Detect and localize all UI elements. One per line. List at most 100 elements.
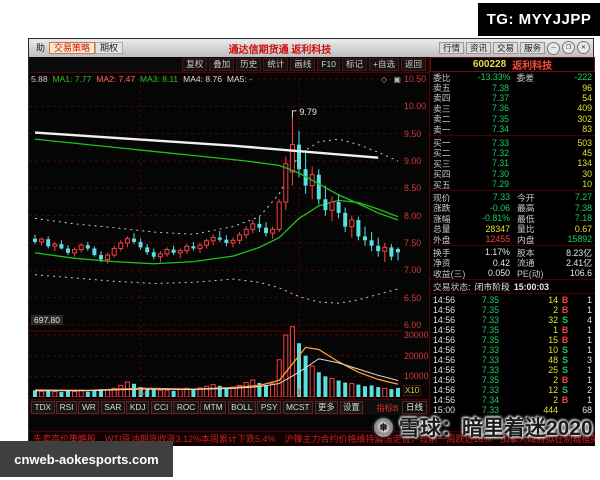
menu-right-3[interactable]: 服务 (519, 41, 545, 54)
quote-row-1: 涨跌 -0.06 最高 7.38 (430, 203, 595, 214)
kline-chart[interactable]: 9.79 (29, 73, 402, 397)
menu-right-1[interactable]: 资讯 (465, 41, 491, 54)
financial-rows: 换手 1.17% 股本 8.23亿 净资 0.42 流通 2.41亿 收益(三) 0.050 PE(… (430, 247, 595, 278)
minimize-button[interactable]: ─ (547, 41, 560, 55)
tool-item-6[interactable]: 标记 (342, 58, 368, 71)
period-selector[interactable]: 日线 (401, 401, 427, 414)
close-button[interactable]: ✕ (577, 41, 590, 55)
tool-item-8[interactable]: 返回 (400, 58, 426, 71)
field-value: 0.050 (487, 268, 510, 279)
volume-bar (270, 383, 276, 397)
tick-flag: S (562, 345, 568, 356)
field-label: PE(动) (517, 268, 544, 279)
tick-list: 14:56 7.35 14 B 1 14:56 7.35 2 B 1 14:56 7.33 32 S 4 14… (430, 295, 595, 415)
tool-item-3[interactable]: 统计 (263, 58, 289, 71)
tab-wr[interactable]: WR (78, 401, 100, 414)
stock-header: 600228 返利科技 (430, 57, 595, 72)
candle-body (85, 245, 90, 249)
bid-row-0[interactable]: 买一 7.33 503 (430, 137, 595, 149)
tab-mtm[interactable]: MTM (200, 401, 227, 414)
tick-price: 7.33 (481, 355, 499, 366)
volume-bar (33, 390, 37, 397)
ask-row-0[interactable]: 卖五 7.38 96 (430, 82, 595, 94)
field-value: 7.18 (574, 213, 592, 224)
field-label: 最低 (517, 213, 535, 224)
tab-设置[interactable]: 设置 (339, 401, 364, 414)
field-value: 0.67 (574, 223, 592, 234)
candle-body (111, 247, 117, 256)
tick-time: 14:56 (433, 375, 456, 386)
ask-row-1[interactable]: 卖四 7.37 54 (430, 92, 595, 104)
tool-item-2[interactable]: 历史 (236, 58, 262, 71)
trade-status-time: 15:00:03 (513, 281, 550, 292)
candle-body (177, 250, 183, 254)
field-value: -0.81% (482, 213, 510, 224)
field-value: 7.33 (492, 192, 510, 203)
quote-rows: 现价 7.33 今开 7.27 涨跌 -0.06 最高 7.38 涨幅 -0.81% 最低 7.18 总… (430, 192, 595, 244)
tick-flag: B (561, 325, 569, 336)
bid-rows: 买一 7.33 503 买二 7.32 45 买三 7.31 134 买四 7.30 30 买五 7.29… (430, 137, 595, 190)
menu-right-2[interactable]: 交易 (492, 41, 518, 54)
ask-row-2[interactable]: 卖三 7.36 409 (430, 103, 595, 114)
volume-indicator-value: 697.80 (31, 315, 63, 325)
tool-item-0[interactable]: 复权 (182, 58, 208, 71)
tab-roc[interactable]: ROC (173, 401, 199, 414)
field-label: 换手 (433, 247, 451, 258)
bollinger-lower-band (34, 274, 399, 304)
ask-volume: 54 (582, 92, 592, 103)
tick-count: 3 (587, 355, 592, 366)
volume-bar (343, 382, 348, 397)
volume-bar (118, 384, 124, 397)
ask-row-3[interactable]: 卖二 7.35 302 (430, 114, 595, 125)
fin-row-2: 收益(三) 0.050 PE(动) 106.6 (430, 268, 595, 279)
volume-bar (369, 385, 374, 397)
candle-body (118, 242, 124, 249)
app-window: 助交易策略 期权 通达信期货通 返利科技 行情 资讯 交易 服务 ─ ❐ ✕ 复权 叠加 历史统… (28, 38, 595, 446)
tab-sar[interactable]: SAR (100, 401, 125, 414)
indicator-tab-bar: TDX RSI WR SAR KDJ CCI ROC MTM BOLL PSY MCST 更多 设置 指… (29, 399, 429, 415)
volume-bar (349, 383, 355, 397)
menu-item-1[interactable]: 交易策略 (49, 41, 96, 54)
bid-price: 7.29 (491, 179, 510, 190)
tab-mcst[interactable]: MCST (282, 401, 314, 414)
menu-item-2[interactable]: 期权 (95, 41, 124, 54)
menu-left: 助交易策略 期权 (32, 41, 124, 55)
bid-price: 7.30 (491, 168, 510, 179)
bid-row-4[interactable]: 买五 7.29 10 (430, 179, 595, 190)
tab-更多[interactable]: 更多 (314, 401, 339, 414)
candle-body (343, 212, 348, 227)
bid-row-1[interactable]: 买二 7.32 45 (430, 148, 595, 159)
bid-price: 7.31 (491, 158, 510, 169)
tick-time: 14:56 (433, 325, 456, 336)
volume-bar (356, 384, 361, 397)
tab-cci[interactable]: CCI (150, 401, 172, 414)
tab-kdj[interactable]: KDJ (126, 401, 150, 414)
ask-price: 7.36 (491, 103, 510, 114)
tab-boll[interactable]: BOLL (227, 401, 256, 414)
quote-row-0: 现价 7.33 今开 7.27 (430, 192, 595, 203)
tool-item-1[interactable]: 叠加 (209, 58, 235, 71)
menu-item-0[interactable]: 助 (36, 42, 46, 53)
tick-volume: 14 (548, 295, 558, 306)
trade-status-value: 闭市阶段 (474, 282, 510, 293)
volume-bar (309, 365, 315, 397)
candle-body (363, 236, 367, 241)
weibi-row: 委比 -13.33% 委差 -222 (430, 72, 595, 83)
tick-count: 1 (587, 375, 592, 386)
restore-button[interactable]: ❐ (562, 41, 575, 55)
tab-tdx[interactable]: TDX (31, 401, 55, 414)
volume-bar (237, 384, 243, 397)
tool-item-4[interactable]: 画线 (290, 58, 316, 71)
tab-psy[interactable]: PSY (257, 401, 281, 414)
tab-rsi[interactable]: RSI (56, 401, 77, 414)
ask-row-4[interactable]: 卖一 7.34 83 (430, 124, 595, 135)
tool-item-7[interactable]: +自选 (369, 58, 399, 71)
candle-body (210, 237, 216, 242)
chart-toolbar: 复权 叠加 历史 统计 画线 F10 标记 +自选 返回 (29, 57, 429, 73)
volume-axis-label: 30000 (404, 330, 429, 340)
bid-row-2[interactable]: 买三 7.31 134 (430, 158, 595, 169)
bid-row-3[interactable]: 买四 7.30 30 (430, 168, 595, 180)
menu-right-0[interactable]: 行情 (438, 41, 464, 54)
candle-body (52, 243, 58, 247)
tool-item-5[interactable]: F10 (317, 58, 340, 71)
